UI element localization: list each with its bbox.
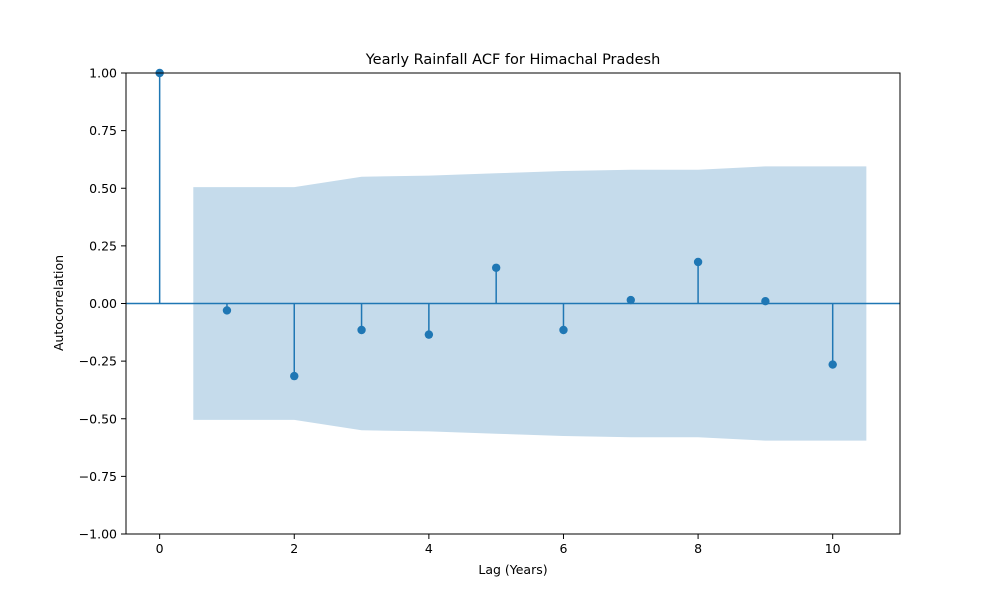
x-tick-label: 4 (425, 541, 433, 556)
y-tick-label: −1.00 (79, 527, 117, 542)
chart-title: Yearly Rainfall ACF for Himachal Pradesh (365, 52, 661, 68)
y-tick-label: 0.50 (89, 181, 117, 196)
x-tick-label: 6 (560, 541, 568, 556)
stem-marker (693, 257, 703, 267)
acf-stem-lag-1 (222, 303, 232, 315)
stem-marker (357, 325, 366, 335)
acf-stem-lag-0 (155, 68, 164, 304)
acf-stem-lag-7 (626, 295, 635, 305)
acf-stem-lag-4 (424, 303, 434, 339)
y-tick-label: −0.25 (79, 354, 117, 369)
x-tick-label: 8 (694, 541, 702, 556)
stem-marker (491, 263, 501, 272)
y-tick-label: −0.50 (79, 411, 117, 426)
y-tick-label: 0.75 (89, 123, 117, 138)
acf-stem-lag-6 (559, 303, 568, 335)
y-tick-label: −0.75 (79, 469, 117, 484)
x-tick-label: 0 (156, 541, 164, 556)
y-ticks: 1.00 0.75 0.50 0.25 0.00 −0.25 −0.50 −0.75 −1.00 (79, 66, 126, 542)
acf-stem-lag-10 (828, 303, 837, 369)
acf-stem-lag-3 (357, 303, 366, 335)
x-axis-label: Lag (Years) (478, 562, 547, 577)
y-tick-label: 0.00 (89, 296, 117, 311)
stem-marker (761, 296, 770, 306)
x-tick-label: 10 (825, 541, 841, 556)
y-axis-label: Autocorrelation (51, 255, 66, 351)
x-tick-label: 2 (290, 541, 298, 556)
stem-marker (424, 330, 434, 339)
stem-marker (626, 295, 635, 305)
acf-stem-lag-2 (290, 303, 299, 381)
y-tick-label: 0.25 (89, 238, 117, 253)
stems-layer (155, 68, 837, 381)
acf-stem-lag-8 (693, 257, 703, 304)
acf-stem-lag-5 (491, 263, 501, 304)
stem-marker (222, 306, 232, 315)
acf-stem-lag-9 (761, 296, 770, 306)
y-tick-label: 1.00 (89, 66, 117, 81)
stem-marker (828, 360, 837, 369)
stem-marker (559, 325, 568, 335)
stem-marker (290, 371, 299, 381)
x-ticks: 0 2 4 6 8 10 (156, 534, 841, 556)
